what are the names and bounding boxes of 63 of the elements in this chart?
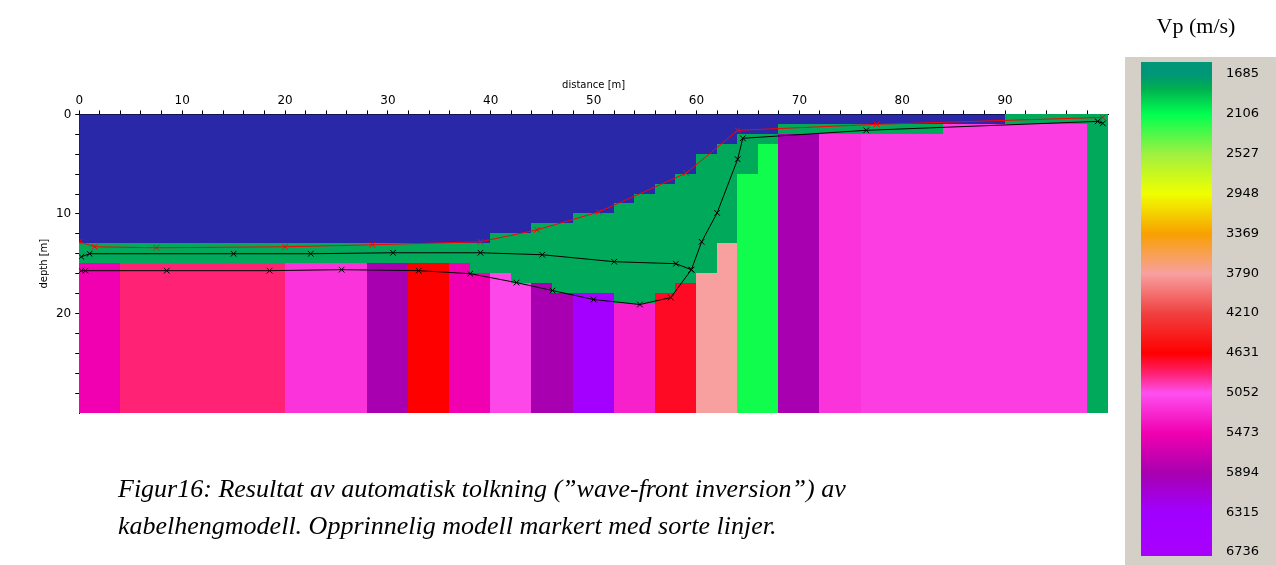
point bbox=[734, 155, 741, 163]
y-tick-label: 10 bbox=[55, 206, 72, 221]
color-bar-label: 2948 bbox=[1226, 184, 1260, 200]
point bbox=[389, 249, 397, 257]
color-bar-label: 1685 bbox=[1226, 65, 1260, 81]
point bbox=[672, 260, 680, 268]
point bbox=[590, 296, 597, 303]
color-bar-label: 3790 bbox=[1226, 264, 1260, 280]
y-tick-label: 0 bbox=[63, 106, 72, 121]
x-tick-label: 40 bbox=[483, 93, 499, 108]
point bbox=[338, 266, 345, 273]
point bbox=[734, 127, 741, 134]
x-tick-label: 30 bbox=[380, 93, 396, 108]
x-tick-label: 60 bbox=[688, 93, 705, 108]
point bbox=[153, 244, 160, 252]
point bbox=[466, 270, 474, 277]
point bbox=[477, 238, 484, 246]
x-axis-title: distance [m] bbox=[562, 78, 626, 90]
point bbox=[91, 243, 99, 251]
point bbox=[163, 267, 171, 274]
color-bar-label: 2106 bbox=[1226, 105, 1260, 121]
x-tick-label: 10 bbox=[174, 93, 190, 108]
point bbox=[369, 241, 376, 249]
point bbox=[698, 238, 705, 246]
x-tick-label: 70 bbox=[791, 93, 808, 108]
color-bar-label: 5052 bbox=[1226, 384, 1260, 400]
color-bar-label: 4631 bbox=[1226, 344, 1260, 360]
color-bar-label: 5894 bbox=[1226, 463, 1260, 479]
point bbox=[739, 134, 747, 142]
point bbox=[513, 279, 520, 286]
point bbox=[307, 250, 315, 258]
color-bar-label: 6315 bbox=[1226, 503, 1260, 519]
x-tick-label: 90 bbox=[997, 93, 1013, 108]
x-tick-label: 20 bbox=[277, 93, 293, 108]
point bbox=[636, 301, 644, 308]
point bbox=[533, 226, 541, 234]
color-bar-label: 6736 bbox=[1226, 543, 1260, 559]
color-bar-label: 5473 bbox=[1226, 423, 1260, 439]
point bbox=[713, 209, 721, 217]
text: Figur16: Resultat av automatisk tolkning (”wave-front inversion”) av kabelhengmodell. Opprinnelig modell markert med sorte linjer. bbox=[118, 473, 847, 542]
color-bar-label: 4210 bbox=[1226, 304, 1260, 320]
color-bar-title: Vp (m/s) bbox=[1156, 12, 1236, 38]
color-bar-label: 3369 bbox=[1226, 224, 1260, 240]
point bbox=[682, 169, 690, 177]
y-axis-title: depth [m] bbox=[37, 238, 49, 289]
point bbox=[230, 250, 237, 258]
x-tick-label: 80 bbox=[894, 93, 910, 108]
point bbox=[610, 258, 618, 266]
point bbox=[549, 287, 556, 294]
point bbox=[667, 294, 675, 301]
point bbox=[281, 243, 289, 251]
point bbox=[266, 267, 273, 274]
point bbox=[1099, 120, 1107, 127]
y-tick-label: 20 bbox=[55, 305, 72, 320]
point bbox=[595, 208, 603, 216]
color-bar-label: 2527 bbox=[1226, 145, 1260, 161]
point bbox=[1099, 114, 1107, 121]
x-tick-label: 50 bbox=[585, 93, 602, 108]
point bbox=[477, 249, 484, 257]
point bbox=[86, 250, 93, 258]
point bbox=[873, 121, 880, 128]
x-tick-label: 0 bbox=[75, 93, 84, 108]
point bbox=[862, 127, 870, 134]
